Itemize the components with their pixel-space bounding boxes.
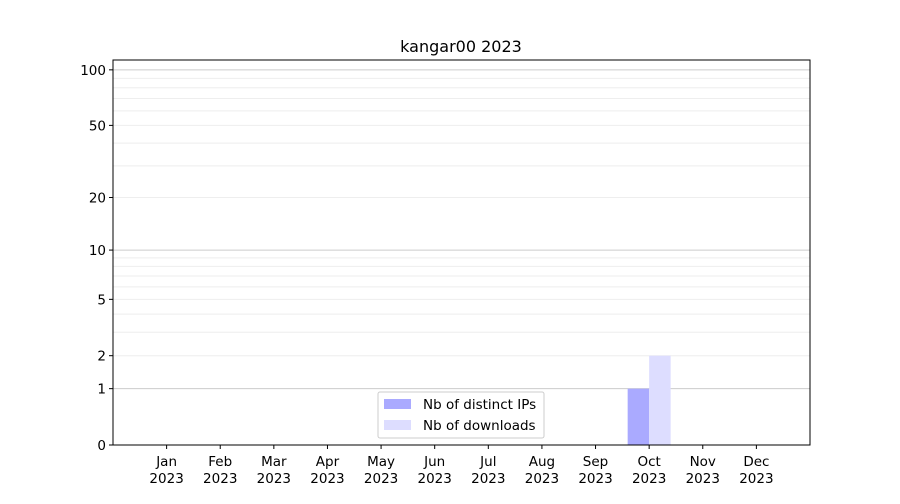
y-tick-label: 10 xyxy=(89,243,106,259)
legend-label-downloads: Nb of downloads xyxy=(423,418,536,434)
x-tick-label-month: Jan xyxy=(155,454,177,470)
y-tick-label: 5 xyxy=(97,292,106,308)
x-tick-label-month: Jun xyxy=(423,454,445,470)
x-tick-label-month: Apr xyxy=(316,454,340,470)
x-tick-label-month: Feb xyxy=(208,454,232,470)
x-tick-label-month: Oct xyxy=(637,454,660,470)
x-tick-label-year: 2023 xyxy=(310,471,344,487)
y-tick-label: 50 xyxy=(89,118,106,134)
x-tick-label-month: May xyxy=(367,454,395,470)
bar-ips xyxy=(627,388,650,445)
y-tick-label: 0 xyxy=(97,438,106,454)
x-tick-label-month: Jul xyxy=(479,454,496,470)
x-tick-label-month: Mar xyxy=(261,454,287,470)
x-tick-label-year: 2023 xyxy=(525,471,559,487)
bars xyxy=(627,355,671,445)
x-tick-label-year: 2023 xyxy=(739,471,773,487)
legend-swatch-downloads xyxy=(384,420,411,430)
plot-frame xyxy=(112,59,811,446)
x-tick-label-month: Dec xyxy=(743,454,769,470)
x-tick-label-year: 2023 xyxy=(364,471,398,487)
grid xyxy=(113,69,810,390)
legend-box xyxy=(377,391,545,439)
y-tick-label: 100 xyxy=(80,63,106,79)
x-tick-label-month: Sep xyxy=(583,454,608,470)
chart-title: kangar00 2023 xyxy=(400,37,522,56)
x-tick-label-year: 2023 xyxy=(257,471,291,487)
x-tick-label-month: Aug xyxy=(529,454,555,470)
x-tick-label-year: 2023 xyxy=(418,471,452,487)
legend-swatch-ips xyxy=(384,399,411,409)
y-axis: 0 1 2 5 10 20 50 100 xyxy=(80,63,113,454)
x-axis: Jan2023Feb2023Mar2023Apr2023May2023Jun20… xyxy=(149,445,774,487)
y-tick-label: 20 xyxy=(89,191,106,207)
legend-label-ips: Nb of distinct IPs xyxy=(423,397,536,413)
x-tick-label-year: 2023 xyxy=(578,471,612,487)
x-tick-label-year: 2023 xyxy=(471,471,505,487)
bar-downloads xyxy=(649,355,671,445)
x-tick-label-year: 2023 xyxy=(632,471,666,487)
y-tick-label: 2 xyxy=(97,349,106,365)
x-tick-label-year: 2023 xyxy=(686,471,720,487)
x-tick-label-year: 2023 xyxy=(149,471,183,487)
legend: Nb of distinct IPs Nb of downloads xyxy=(377,391,545,439)
x-tick-label-year: 2023 xyxy=(203,471,237,487)
x-tick-label-month: Nov xyxy=(690,454,716,470)
y-tick-label: 1 xyxy=(97,382,106,398)
